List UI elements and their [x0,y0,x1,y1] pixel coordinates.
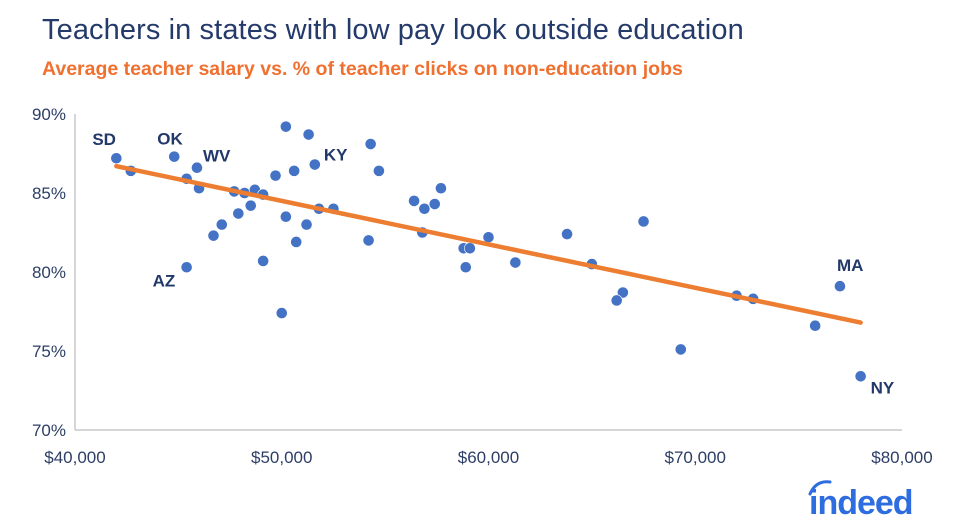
data-point [168,150,181,163]
indeed-logo: indeed [808,480,914,522]
data-point [110,152,123,165]
data-point [674,343,687,356]
y-tick-label: 85% [32,184,66,203]
data-point [509,256,522,269]
logo-arc-icon [808,480,832,496]
y-tick-label: 90% [32,105,66,124]
x-tick-label: $80,000 [871,448,932,467]
data-point [809,319,822,332]
y-tick-label: 70% [32,421,66,440]
data-point [300,218,313,231]
data-point [244,199,257,212]
y-axis-ticks: 70% 75% 80% 85% 90% [32,105,66,440]
data-point [428,198,441,210]
data-point [308,158,321,171]
data-point [364,138,377,150]
data-point [459,261,472,274]
x-tick-label: $50,000 [251,448,312,467]
state-label-ny: NY [871,378,895,397]
data-point [275,307,288,319]
x-axis-ticks: $40,000 $50,000 $60,000 $70,000 $80,000 [44,448,932,467]
state-label-ky: KY [324,146,348,165]
data-point [257,255,270,267]
logo-text: indeed [809,484,913,522]
data-point [215,218,228,231]
data-point [561,228,573,240]
chart-subtitle: Average teacher salary vs. % of teacher … [42,58,683,80]
data-point [435,182,447,195]
chart-title: Teachers in states with low pay look out… [42,14,744,46]
data-point [288,164,301,177]
state-label-az: AZ [153,271,176,290]
data-point [290,236,303,248]
data-point [232,207,245,220]
data-point [191,161,203,174]
x-tick-label: $40,000 [44,448,105,467]
state-label-ok: OK [157,130,183,149]
data-point [362,234,375,247]
x-tick-label: $70,000 [665,448,726,467]
trend-line [114,163,863,325]
y-tick-label: 75% [32,342,66,361]
data-point [207,229,220,242]
data-point [418,202,431,215]
data-point [279,210,292,223]
state-label-wv: WV [203,147,231,166]
state-labels: SD OK WV AZ KY MA NY [92,130,895,398]
data-point [373,164,385,177]
data-point [637,215,650,228]
data-point [610,294,623,307]
data-point [834,280,846,293]
data-point [180,261,193,274]
data-point [408,194,420,207]
data-point [616,286,629,299]
state-label-ma: MA [837,256,863,275]
x-tick-label: $60,000 [458,448,519,467]
state-label-sd: SD [92,130,116,149]
data-point [279,120,292,133]
y-tick-label: 80% [32,263,66,282]
data-point [269,169,282,182]
data-point [463,242,476,255]
data-point [854,370,867,383]
data-point [302,128,315,141]
data-point [482,231,495,244]
